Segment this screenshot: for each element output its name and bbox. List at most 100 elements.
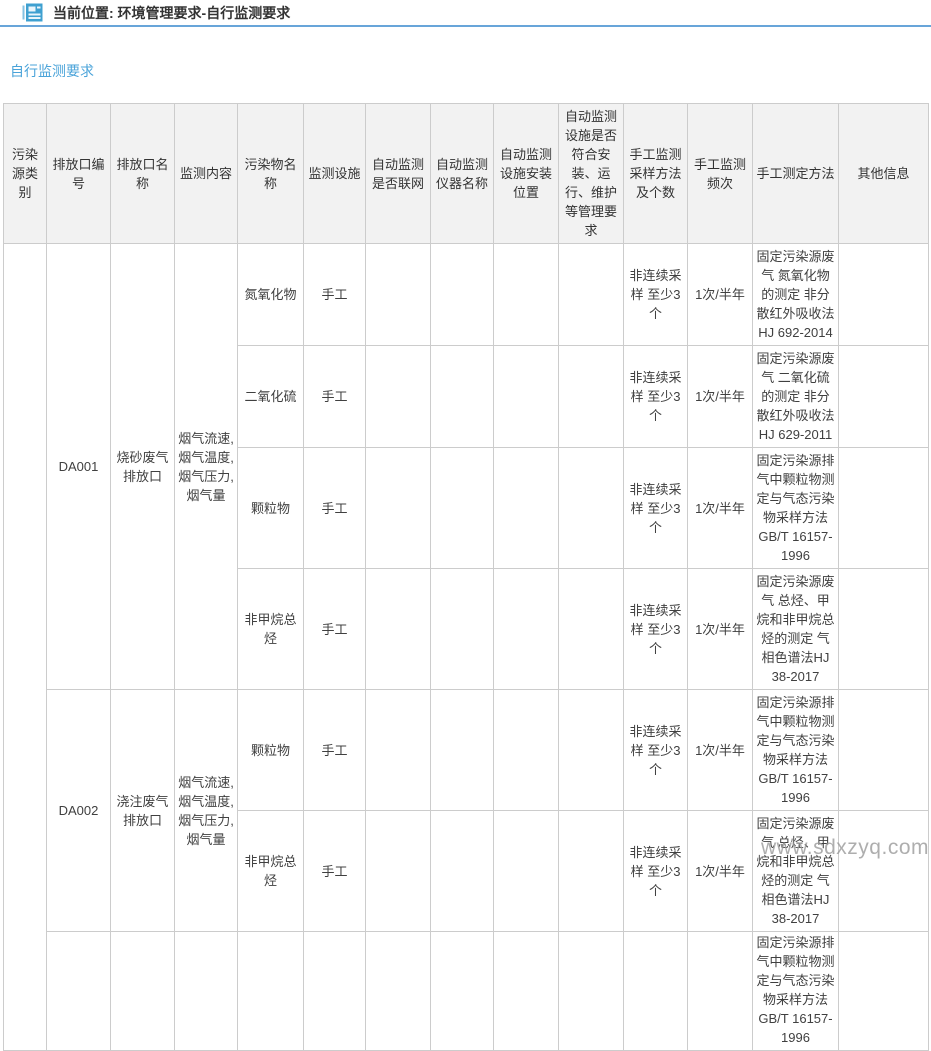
auto-compliance-cell bbox=[558, 810, 624, 932]
section-title-link[interactable]: 自行监测要求 bbox=[10, 63, 94, 79]
outlet-name-cell: 烧砂废气排放口 bbox=[110, 243, 175, 690]
auto-instrument-cell bbox=[430, 810, 494, 932]
manual-sampling-cell: 非连续采样 至少3个 bbox=[623, 243, 688, 346]
monitor-facility-cell: 手工 bbox=[303, 345, 366, 448]
manual-frequency-cell bbox=[687, 931, 753, 1051]
col-header-auto-install-location: 自动监测设施安装位置 bbox=[493, 103, 559, 244]
manual-frequency-cell: 1次/半年 bbox=[687, 243, 753, 346]
auto-networked-cell bbox=[365, 931, 431, 1051]
monitor-facility-cell: 手工 bbox=[303, 568, 366, 690]
outlet-id-cell bbox=[46, 931, 111, 1051]
document-icon bbox=[22, 3, 43, 22]
other-info-cell bbox=[838, 243, 929, 346]
other-info-cell bbox=[838, 345, 929, 448]
manual-frequency-cell: 1次/半年 bbox=[687, 345, 753, 448]
col-header-auto-networked: 自动监测是否联网 bbox=[365, 103, 431, 244]
auto-install-location-cell bbox=[493, 689, 559, 811]
auto-instrument-cell bbox=[430, 568, 494, 690]
manual-sampling-cell: 非连续采样 至少3个 bbox=[623, 447, 688, 569]
auto-networked-cell bbox=[365, 243, 431, 346]
auto-install-location-cell bbox=[493, 931, 559, 1051]
monitoring-table: 污染源类别 排放口编号 排放口名称 监测内容 污染物名称 监测设施 自动监测是否… bbox=[3, 103, 929, 1051]
manual-frequency-cell: 1次/半年 bbox=[687, 568, 753, 690]
pollutant-name-cell: 氮氧化物 bbox=[237, 243, 304, 346]
auto-instrument-cell bbox=[430, 689, 494, 811]
monitor-facility-cell bbox=[303, 931, 366, 1051]
auto-instrument-cell bbox=[430, 931, 494, 1051]
auto-install-location-cell bbox=[493, 447, 559, 569]
manual-method-cell: 固定污染源废气 二氧化硫的测定 非分散红外吸收法 HJ 629-2011 bbox=[752, 345, 839, 448]
outlet-id-cell: DA002 bbox=[46, 689, 111, 932]
table-row: 颗粒物 手工 非连续采样 至少3个 1次/半年 固定污染源排气中颗粒物测定与气态… bbox=[4, 447, 929, 569]
monitor-content-cell: 烟气流速,烟气温度,烟气压力,烟气量 bbox=[174, 689, 238, 932]
col-header-monitor-content: 监测内容 bbox=[174, 103, 238, 244]
other-info-cell bbox=[838, 568, 929, 690]
col-header-outlet-name: 排放口名称 bbox=[110, 103, 175, 244]
auto-networked-cell bbox=[365, 810, 431, 932]
auto-networked-cell bbox=[365, 345, 431, 448]
manual-sampling-cell bbox=[623, 931, 688, 1051]
auto-compliance-cell bbox=[558, 345, 624, 448]
manual-method-cell: 固定污染源废气 总烃、甲烷和非甲烷总烃的测定 气相色谱法HJ 38-2017 bbox=[752, 568, 839, 690]
manual-sampling-cell: 非连续采样 至少3个 bbox=[623, 568, 688, 690]
breadcrumb-bar: 当前位置: 环境管理要求-自行监测要求 bbox=[0, 0, 931, 27]
table-row: 二氧化硫 手工 非连续采样 至少3个 1次/半年 固定污染源废气 二氧化硫的测定… bbox=[4, 345, 929, 448]
outlet-name-cell: 浇注废气排放口 bbox=[110, 689, 175, 932]
other-info-cell bbox=[838, 689, 929, 811]
monitor-facility-cell: 手工 bbox=[303, 689, 366, 811]
auto-instrument-cell bbox=[430, 345, 494, 448]
auto-instrument-cell bbox=[430, 243, 494, 346]
auto-compliance-cell bbox=[558, 689, 624, 811]
other-info-cell bbox=[838, 931, 929, 1051]
other-info-cell bbox=[838, 447, 929, 569]
manual-sampling-cell: 非连续采样 至少3个 bbox=[623, 810, 688, 932]
manual-frequency-cell: 1次/半年 bbox=[687, 810, 753, 932]
col-header-manual-method: 手工测定方法 bbox=[752, 103, 839, 244]
auto-install-location-cell bbox=[493, 243, 559, 346]
col-header-auto-instrument: 自动监测仪器名称 bbox=[430, 103, 494, 244]
auto-compliance-cell bbox=[558, 243, 624, 346]
pollutant-name-cell: 二氧化硫 bbox=[237, 345, 304, 448]
col-header-other-info: 其他信息 bbox=[838, 103, 929, 244]
col-header-manual-sampling: 手工监测采样方法及个数 bbox=[623, 103, 688, 244]
other-info-cell bbox=[838, 810, 929, 932]
auto-compliance-cell bbox=[558, 568, 624, 690]
manual-method-cell: 固定污染源废气 氮氧化物的测定 非分散红外吸收法 HJ 692-2014 bbox=[752, 243, 839, 346]
table-row: DA002 浇注废气排放口 烟气流速,烟气温度,烟气压力,烟气量 颗粒物 手工 … bbox=[4, 689, 929, 932]
auto-install-location-cell bbox=[493, 810, 559, 932]
manual-frequency-cell: 1次/半年 bbox=[687, 689, 753, 811]
table-header-row: 污染源类别 排放口编号 排放口名称 监测内容 污染物名称 监测设施 自动监测是否… bbox=[3, 103, 929, 244]
auto-compliance-cell bbox=[558, 447, 624, 569]
table-row: 非甲烷总烃 手工 非连续采样 至少3个 1次/半年 固定污染源废气 总烃、甲烷和… bbox=[4, 568, 929, 690]
auto-install-location-cell bbox=[493, 345, 559, 448]
pollutant-name-cell: 颗粒物 bbox=[237, 689, 304, 811]
pollutant-name-cell: 非甲烷总烃 bbox=[237, 568, 304, 690]
manual-method-cell: 固定污染源废气 总烃、甲烷和非甲烷总烃的测定 气相色谱法HJ 38-2017 bbox=[752, 810, 839, 932]
manual-frequency-cell: 1次/半年 bbox=[687, 447, 753, 569]
outlet-name-cell bbox=[110, 931, 175, 1051]
pollutant-name-cell: 非甲烷总烃 bbox=[237, 810, 304, 932]
auto-install-location-cell bbox=[493, 568, 559, 690]
col-header-monitor-facility: 监测设施 bbox=[303, 103, 366, 244]
auto-networked-cell bbox=[365, 689, 431, 811]
auto-compliance-cell bbox=[558, 931, 624, 1051]
outlet-id-cell: DA001 bbox=[46, 243, 111, 690]
manual-method-cell: 固定污染源排气中颗粒物测定与气态污染物采样方法 GB/T 16157-1996 bbox=[752, 931, 839, 1051]
table-row-clipped: 固定污染源排气中颗粒物测定与气态污染物采样方法 GB/T 16157-1996 bbox=[4, 931, 929, 1051]
col-header-pollutant-name: 污染物名称 bbox=[237, 103, 304, 244]
source-category-cell bbox=[3, 243, 47, 1051]
manual-sampling-cell: 非连续采样 至少3个 bbox=[623, 345, 688, 448]
pollutant-name-cell: 颗粒物 bbox=[237, 447, 304, 569]
monitor-facility-cell: 手工 bbox=[303, 447, 366, 569]
col-header-outlet-id: 排放口编号 bbox=[46, 103, 111, 244]
manual-method-cell: 固定污染源排气中颗粒物测定与气态污染物采样方法 GB/T 16157-1996 bbox=[752, 447, 839, 569]
table-row: DA001 烧砂废气排放口 烟气流速,烟气温度,烟气压力,烟气量 氮氧化物 手工… bbox=[3, 243, 929, 1051]
auto-networked-cell bbox=[365, 447, 431, 569]
manual-sampling-cell: 非连续采样 至少3个 bbox=[623, 689, 688, 811]
monitor-content-cell bbox=[174, 931, 238, 1051]
monitor-facility-cell: 手工 bbox=[303, 810, 366, 932]
breadcrumb: 当前位置: 环境管理要求-自行监测要求 bbox=[53, 4, 291, 21]
auto-instrument-cell bbox=[430, 447, 494, 569]
auto-networked-cell bbox=[365, 568, 431, 690]
col-header-auto-compliance: 自动监测设施是否符合安装、运行、维护等管理要求 bbox=[558, 103, 624, 244]
